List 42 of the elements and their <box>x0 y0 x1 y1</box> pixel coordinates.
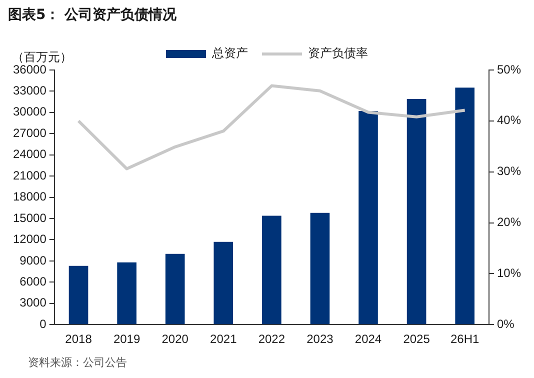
x-tick-label: 2022 <box>258 332 286 346</box>
y-tick-label: 27000 <box>12 126 47 140</box>
y-tick-label: 30000 <box>12 104 47 119</box>
bar <box>68 266 88 324</box>
bar <box>262 216 282 324</box>
x-tick-label: 2023 <box>306 332 334 346</box>
bar <box>214 242 234 324</box>
y-tick-label: 24000 <box>12 147 47 162</box>
x-tick-label: 2025 <box>403 332 430 346</box>
bar <box>358 111 378 324</box>
y2-tick-label: 30% <box>496 164 522 178</box>
y-tick-label: 9000 <box>20 253 47 268</box>
y-tick-label: 12000 <box>12 232 47 246</box>
y-tick-label: 33000 <box>12 84 47 98</box>
x-tick-label: 2021 <box>210 332 238 346</box>
x-tick-label: 2018 <box>65 332 92 346</box>
bar <box>455 88 474 324</box>
x-tick-label: 2024 <box>354 332 382 346</box>
y2-tick-label: 10% <box>496 266 522 280</box>
y-tick-label: 0 <box>40 316 47 331</box>
y-tick-label: 36000 <box>12 62 47 76</box>
bar <box>165 254 185 324</box>
y2-tick-label: 0% <box>496 316 515 331</box>
x-tick-label: 26H1 <box>450 332 480 346</box>
legend-label: 总资产 <box>211 46 248 60</box>
y2-tick-label: 40% <box>496 113 522 128</box>
x-tick-label: 2019 <box>113 332 140 346</box>
y2-tick-label: 20% <box>496 215 522 230</box>
y-axis-title: （百万元） <box>12 50 72 64</box>
legend-label: 资产负债率 <box>308 46 368 60</box>
chart-title: 图表5： 公司资产负债情况 <box>8 6 177 24</box>
y-tick-label: 15000 <box>12 210 47 225</box>
y-tick-label: 21000 <box>12 168 47 182</box>
bar <box>310 212 330 324</box>
y-tick-label: 6000 <box>20 274 47 288</box>
bar <box>406 98 426 324</box>
y2-tick-label: 50% <box>496 62 522 76</box>
text: 资料来源：公司公告 <box>28 355 127 370</box>
y-tick-label: 18000 <box>12 190 47 204</box>
y-tick-label: 3000 <box>20 296 47 310</box>
bar <box>117 262 136 324</box>
x-tick-label: 2020 <box>162 332 189 346</box>
